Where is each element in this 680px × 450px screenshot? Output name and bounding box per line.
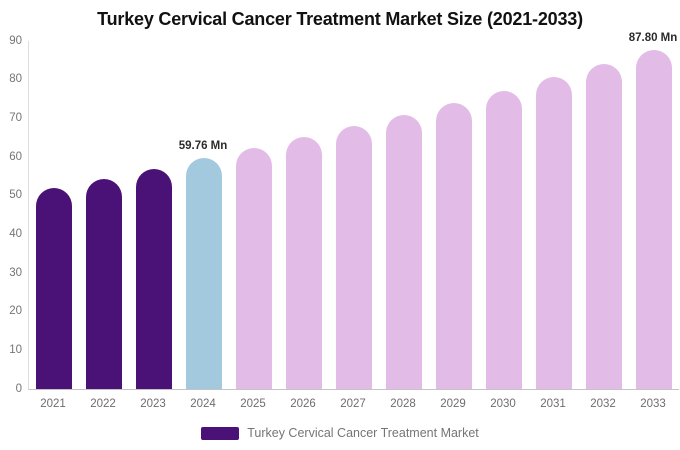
bar-slot-2027 (329, 41, 379, 389)
bar-slot-2023 (129, 41, 179, 389)
bar-2021[interactable] (36, 187, 72, 389)
bar-slot-2024 (179, 41, 229, 389)
y-tick-label: 30 (9, 266, 22, 279)
bar-2033[interactable] (636, 49, 672, 389)
x-tick-label-2026: 2026 (290, 398, 316, 410)
legend-label: Turkey Cervical Cancer Treatment Market (247, 426, 479, 440)
bar-2023[interactable] (136, 169, 172, 389)
y-tick-label: 10 (9, 343, 22, 356)
x-axis: 2021 2022 2023 2024 2025 2026 2027 2028 2029 2030… (28, 398, 678, 410)
x-tick-label-2032: 2032 (590, 398, 616, 410)
y-tick-label: 60 (9, 150, 22, 163)
bar-2029[interactable] (436, 102, 472, 389)
legend-swatch (201, 426, 240, 440)
plot-area (28, 41, 679, 390)
x-tick-label-2030: 2030 (490, 398, 516, 410)
y-tick-label: 80 (9, 73, 22, 86)
data-label-2024: 59.76 Mn (178, 139, 228, 152)
bar-2027[interactable] (336, 126, 372, 389)
x-tick-label-2022: 2022 (90, 398, 116, 410)
bar-2022[interactable] (86, 178, 122, 389)
x-tick-label-2023: 2023 (140, 398, 166, 410)
y-tick-label: 90 (9, 34, 22, 47)
bar-2031[interactable] (536, 77, 572, 389)
y-tick-label: 20 (9, 305, 22, 318)
bar-2028[interactable] (386, 114, 422, 389)
bar-2025[interactable] (236, 147, 272, 389)
y-tick-label: 50 (9, 189, 22, 202)
x-tick-label-2021: 2021 (40, 398, 66, 410)
x-tick-label-2031: 2031 (540, 398, 566, 410)
bar-2024[interactable] (186, 157, 222, 389)
bar-slot-2022 (79, 41, 129, 389)
bar-2032[interactable] (586, 63, 622, 389)
bar-slot-2026 (279, 41, 329, 389)
bar-2030[interactable] (486, 90, 522, 389)
y-tick-label: 70 (9, 111, 22, 124)
bar-slot-2025 (229, 41, 279, 389)
x-tick-label-2033: 2033 (640, 398, 666, 410)
bar-slot-2033 (629, 41, 679, 389)
bar-slot-2028 (379, 41, 429, 389)
bar-2026[interactable] (286, 137, 322, 389)
bar-slot-2031 (529, 41, 579, 389)
x-tick-label-2027: 2027 (340, 398, 366, 410)
x-tick-label-2025: 2025 (240, 398, 266, 410)
x-tick-label-2029: 2029 (440, 398, 466, 410)
legend-item[interactable]: Turkey Cervical Cancer Treatment Market (0, 426, 680, 440)
x-tick-label-2028: 2028 (390, 398, 416, 410)
bar-slot-2032 (579, 41, 629, 389)
y-tick-label: 40 (9, 227, 22, 240)
x-tick-label-2024: 2024 (190, 398, 216, 410)
bar-slot-2021 (29, 41, 79, 389)
y-tick-label: 0 (15, 382, 22, 395)
bar-slot-2030 (479, 41, 529, 389)
bar-slot-2029 (429, 41, 479, 389)
chart-title: Turkey Cervical Cancer Treatment Market … (97, 9, 583, 29)
data-label-2033: 87.80 Mn (628, 31, 678, 44)
